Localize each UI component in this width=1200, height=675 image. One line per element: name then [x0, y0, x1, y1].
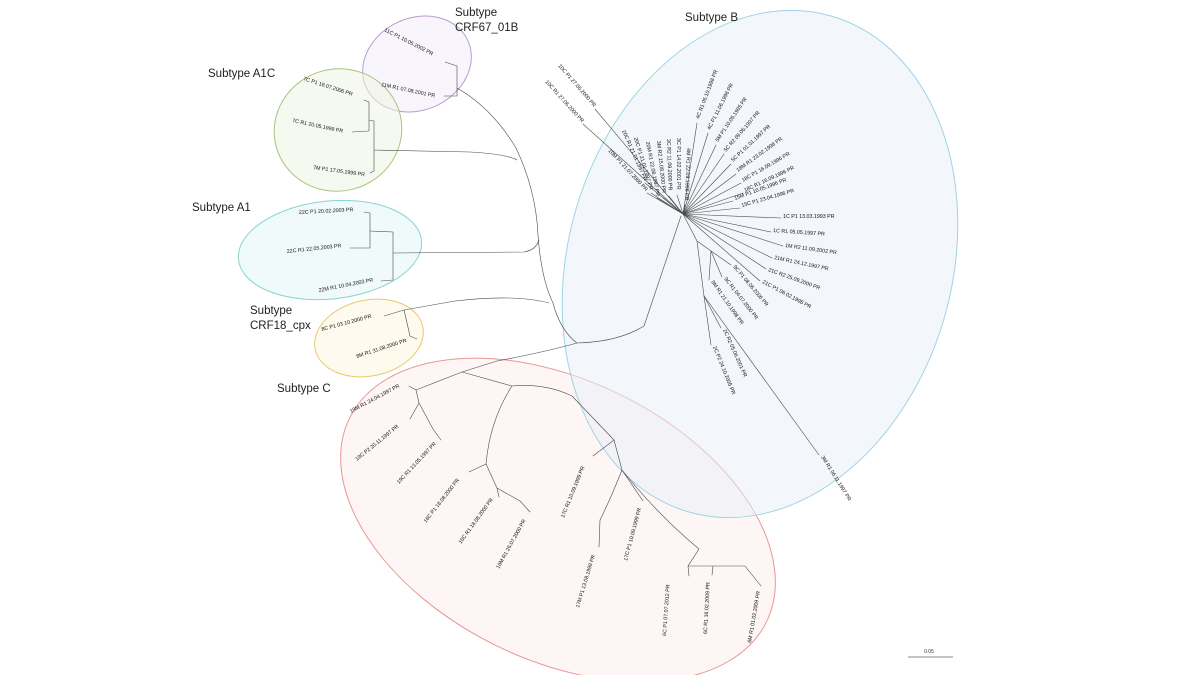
branch-line — [682, 213, 773, 259]
branch-a1c — [351, 99, 518, 174]
cluster-ellipse-b — [561, 9, 959, 519]
subtype-b-fan-branches — [582, 108, 820, 456]
branch-line — [594, 108, 684, 215]
cluster-ellipse-crf18_cpx — [314, 298, 424, 378]
branch-c — [408, 360, 762, 587]
branch-line — [682, 213, 784, 247]
taxon-label: 3C R2 11.09.2000 PR — [665, 139, 673, 191]
branch-line — [682, 207, 741, 215]
branch-line — [682, 192, 744, 215]
tree-branches — [349, 61, 762, 587]
scale-bar-label: 0.05 — [924, 649, 934, 655]
branch-line — [710, 250, 732, 266]
cluster-title-crf67_01b: Subtype CRF67_01B — [455, 7, 519, 34]
cluster-title-c: Subtype C — [277, 383, 331, 395]
branch-line — [676, 194, 684, 215]
branch-line — [682, 173, 737, 215]
branch-line — [682, 213, 761, 282]
taxon-label: 1C P1 13.03.1993 PR — [783, 214, 835, 220]
branch-line — [682, 153, 725, 215]
branch-line — [662, 197, 684, 215]
branch-a1 — [349, 211, 540, 282]
taxon-label: 22C R1 22.05.2003 PR — [287, 243, 342, 255]
branch-line — [682, 132, 709, 215]
branch-line — [668, 195, 684, 215]
branch-line — [708, 250, 712, 281]
branch-line — [656, 197, 684, 215]
branch-backbone — [496, 147, 682, 362]
branch-crf18 — [383, 297, 550, 340]
branch-line — [682, 200, 734, 215]
cluster-ellipse-a1c — [273, 68, 403, 192]
branch-b-stem — [682, 213, 712, 297]
cluster-title-a1: Subtype A1 — [192, 202, 251, 214]
branch-line — [710, 250, 723, 278]
taxon-label: 3M R2 15.08.2000 PR — [655, 141, 666, 194]
cluster-title-crf18_cpx: Subtype CRF18_cpx — [250, 305, 311, 332]
cluster-titles: Subtype CRF67_01B Subtype A1C Subtype A1 Sub… — [192, 7, 738, 395]
branch-line — [682, 144, 717, 215]
taxon-label: 6C R1 16.02.2009 PR — [703, 582, 712, 634]
branch-line — [682, 213, 767, 270]
branch-line — [682, 213, 782, 219]
branch-line — [703, 295, 820, 456]
branch-line — [703, 295, 722, 329]
branch-crf67 — [443, 61, 517, 149]
taxon-label: 22C P1 20.02.2003 PR — [299, 207, 354, 216]
branch-line — [682, 122, 698, 215]
scale-bar: 0.05 — [908, 649, 953, 658]
taxon-label: 6C P1 07.07.2012 PR — [662, 584, 672, 636]
cluster-ellipses — [237, 9, 959, 675]
branch-line — [682, 182, 742, 215]
cluster-ellipse-a1 — [237, 199, 423, 301]
branch-line — [582, 123, 684, 215]
cluster-title-b: Subtype B — [685, 12, 738, 24]
branch-line — [682, 213, 772, 233]
taxon-label: 1C R1 05.05.1997 PR — [773, 228, 825, 238]
cluster-title-a1c: Subtype A1C — [208, 68, 275, 80]
taxon-label: 3C P1 14.02.2001 PR — [675, 138, 681, 190]
branch-line — [703, 295, 712, 346]
branch-line — [682, 163, 732, 215]
taxon-label: 4M R1 22.09.1998 PR — [683, 148, 691, 201]
